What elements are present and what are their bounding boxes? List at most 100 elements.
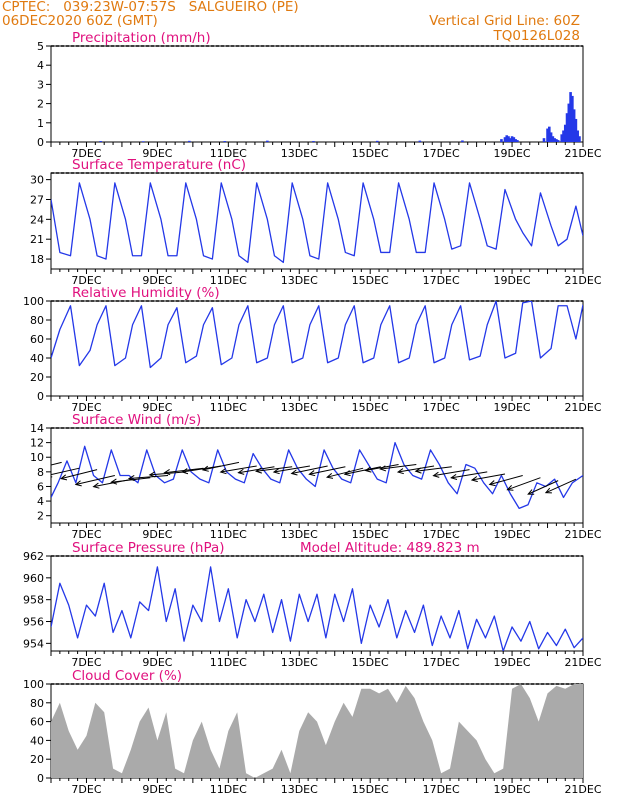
wind-arrow [237, 466, 275, 475]
precipitation-xtick-label: 21DEC [564, 147, 601, 160]
precipitation-ytick-label: 5 [37, 40, 44, 53]
surface-pressure-xtick-label: 7DEC [71, 656, 101, 669]
cloud-cover-ytick-label: 0 [37, 772, 44, 785]
relative-humidity-ytick-label: 20 [30, 371, 44, 384]
surface-pressure-xtick-label: 17DEC [423, 656, 460, 669]
relative-humidity-title: Relative Humidity (%) [72, 285, 220, 301]
surface-wind-ytick-label: 10 [30, 451, 44, 464]
vertical-grid-note: Vertical Grid Line: 60Z [429, 13, 580, 29]
surface-wind-ytick-label: 14 [30, 422, 44, 435]
relative-humidity-xtick-label: 21DEC [564, 401, 601, 414]
cloud-cover-panel: Cloud Cover (%) 0 20 40 60 80 100 7DEC 9DEC 11DEC… [23, 668, 602, 796]
precipitation-xtick-label: 17DEC [423, 147, 460, 160]
precipitation-bar [549, 132, 553, 142]
precipitation-xtick-label: 7DEC [71, 147, 101, 160]
relative-humidity-xtick-label: 7DEC [71, 401, 101, 414]
surface-temperature-line [51, 182, 583, 264]
wind-arrow [201, 461, 240, 472]
precipitation-bar [266, 140, 269, 142]
wind-arrow [379, 464, 417, 472]
wind-arrow [219, 465, 257, 475]
surface-pressure-panel: Surface Pressure (hPa) Model Altitude: 48… [23, 540, 602, 669]
precipitation-title: Precipitation (mm/h) [72, 30, 211, 46]
relative-humidity-xtick-label: 17DEC [423, 401, 460, 414]
wind-arrow [527, 480, 559, 495]
surface-wind-ytick-label: 6 [37, 480, 44, 493]
precipitation-ytick-label: 3 [37, 78, 44, 91]
surface-pressure-ytick-label: 962 [23, 550, 44, 563]
cloud-cover-xtick-label: 9DEC [142, 783, 172, 796]
surface-pressure-xtick-label: 21DEC [564, 656, 601, 669]
wind-arrow [506, 477, 541, 491]
precipitation-bar [569, 92, 572, 142]
precipitation-bar [565, 113, 569, 142]
cloud-cover-ytick-label: 100 [23, 678, 44, 691]
surface-wind-ytick-label: 2 [37, 510, 44, 523]
precipitation-bar [223, 141, 227, 142]
cloud-cover-ytick-label: 40 [30, 734, 44, 747]
relative-humidity-panel: Relative Humidity (%) 0 20 40 60 80 100 7DEC 9DE… [23, 285, 602, 414]
wind-arrow [343, 466, 381, 477]
surface-wind-xtick-label: 13DEC [281, 528, 318, 541]
surface-wind-ytick-label: 4 [37, 495, 44, 508]
precipitation-bar [555, 139, 558, 142]
precipitation-ytick-label: 2 [37, 98, 44, 111]
precipitation-bar [553, 138, 556, 142]
precipitation-bar [574, 118, 578, 142]
precipitation-bar [563, 124, 567, 142]
relative-humidity-ytick-label: 80 [30, 314, 44, 327]
model-altitude-annotation: Model Altitude: 489.823 m [300, 540, 480, 556]
precipitation-xtick-label: 15DEC [352, 147, 389, 160]
surface-temperature-xtick-label: 11DEC [210, 274, 247, 287]
precipitation-bar [516, 140, 519, 142]
precipitation-ytick-label: 0 [37, 136, 44, 149]
surface-temperature-xtick-label: 17DEC [423, 274, 460, 287]
header-line-1: CPTEC: 039:23W-07:57S SALGUEIRO (PE) [2, 0, 299, 15]
surface-temperature-xtick-label: 7DEC [71, 274, 101, 287]
surface-pressure-xtick-label: 11DEC [210, 656, 247, 669]
relative-humidity-xtick-label: 19DEC [494, 401, 531, 414]
precipitation-bar [572, 109, 576, 142]
cloud-cover-xtick-label: 13DEC [281, 783, 318, 796]
surface-wind-title: Surface Wind (m/s) [72, 412, 201, 428]
precipitation-bar [508, 138, 512, 142]
relative-humidity-xtick-label: 15DEC [352, 401, 389, 414]
precipitation-bar [500, 139, 503, 142]
surface-wind-xtick-label: 9DEC [142, 528, 172, 541]
relative-humidity-ytick-label: 0 [37, 390, 44, 403]
surface-pressure-line [51, 566, 583, 651]
precipitation-bar [556, 140, 560, 142]
cloud-cover-ytick-label: 80 [30, 697, 44, 710]
surface-pressure-xtick-label: 15DEC [352, 656, 389, 669]
precipitation-bar [503, 137, 507, 142]
precipitation-bar [514, 139, 517, 142]
surface-pressure-title: Surface Pressure (hPa) [72, 540, 225, 556]
surface-temperature-ytick-label: 24 [30, 213, 44, 226]
precipitation-bar [505, 135, 509, 142]
wind-arrow [488, 475, 523, 487]
surface-wind-xtick-label: 7DEC [71, 528, 101, 541]
surface-pressure-ytick-label: 956 [23, 616, 44, 629]
surface-temperature-xtick-label: 13DEC [281, 274, 318, 287]
surface-pressure-ytick-label: 954 [23, 637, 44, 650]
cloud-cover-title: Cloud Cover (%) [72, 668, 182, 684]
surface-wind-xtick-label: 21DEC [564, 528, 601, 541]
wind-arrow [450, 471, 488, 481]
wind-arrow [432, 469, 470, 478]
surface-temperature-ytick-label: 30 [30, 174, 44, 187]
precipitation-xtick-label: 9DEC [142, 147, 172, 160]
surface-wind-xtick-label: 15DEC [352, 528, 389, 541]
relative-humidity-xtick-label: 9DEC [142, 401, 172, 414]
cloud-cover-xtick-label: 21DEC [564, 783, 601, 796]
cloud-cover-xtick-label: 19DEC [494, 783, 531, 796]
cloud-cover-xtick-label: 7DEC [71, 783, 101, 796]
wind-arrow [325, 467, 364, 479]
cloud-cover-xtick-label: 11DEC [210, 783, 247, 796]
relative-humidity-xtick-label: 11DEC [210, 401, 247, 414]
precipitation-frame [50, 45, 584, 143]
surface-pressure-ytick-label: 960 [23, 572, 44, 585]
precipitation-bar [141, 141, 145, 142]
precipitation-xtick-label: 11DEC [210, 147, 247, 160]
